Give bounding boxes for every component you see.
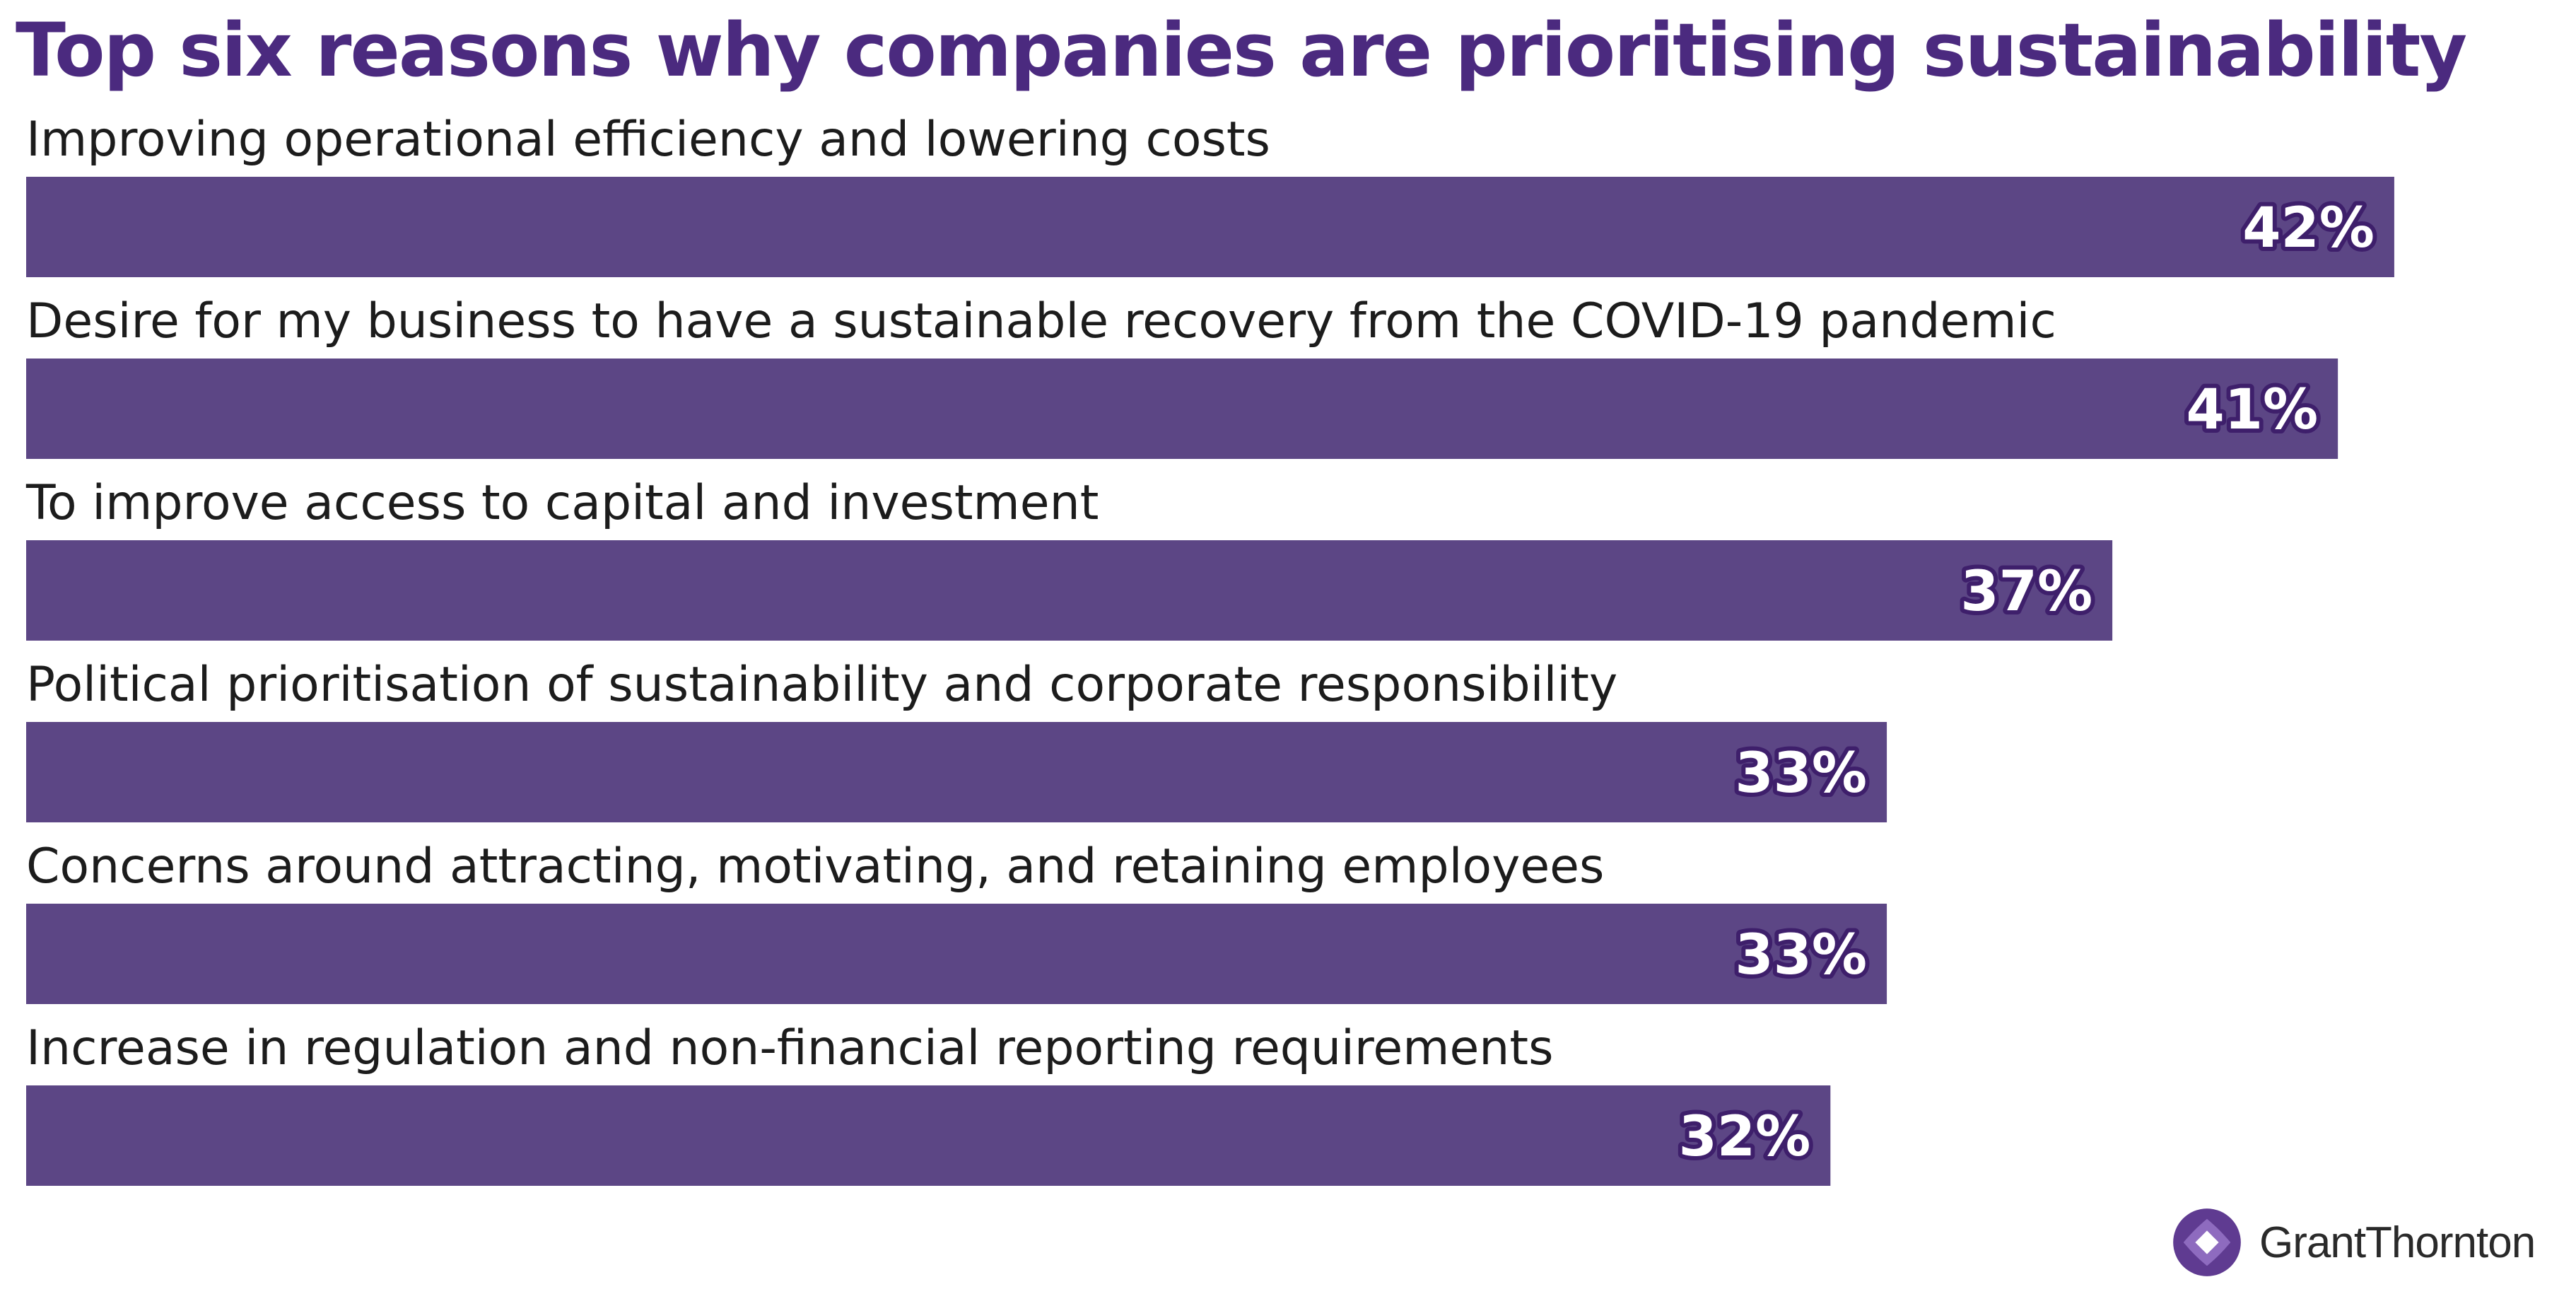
bar [26, 540, 2113, 641]
category-label: Improving operational efficiency and low… [26, 112, 1270, 168]
value-label: 33% [1735, 742, 1867, 805]
value-label: 37% [1960, 560, 2092, 624]
brand-footer: GrantThornton [2170, 1206, 2536, 1279]
value-label: 33% [1735, 923, 1867, 987]
category-label: Increase in regulation and non-financial… [26, 1020, 1554, 1076]
value-label: 42% [2242, 197, 2375, 260]
chart-title: Top six reasons why companies are priori… [16, 7, 2467, 93]
bar [26, 722, 1887, 822]
category-label: To improve access to capital and investm… [25, 475, 1099, 531]
bar [26, 359, 2338, 459]
category-label: Political prioritisation of sustainabili… [26, 657, 1617, 713]
value-label: 32% [1679, 1105, 1811, 1169]
category-label: Concerns around attracting, motivating, … [26, 839, 1604, 894]
bar-chart: Improving operational efficiency and low… [25, 112, 2394, 1186]
bar [26, 1085, 1831, 1186]
grant-thornton-logo-icon [2173, 1208, 2241, 1276]
value-label: 41% [2186, 378, 2318, 442]
bar [26, 904, 1887, 1004]
brand-name: GrantThornton [2259, 1218, 2536, 1267]
bars-layer: Improving operational efficiency and low… [25, 112, 2394, 1186]
bar [26, 177, 2394, 277]
category-label: Desire for my business to have a sustain… [26, 293, 2056, 349]
